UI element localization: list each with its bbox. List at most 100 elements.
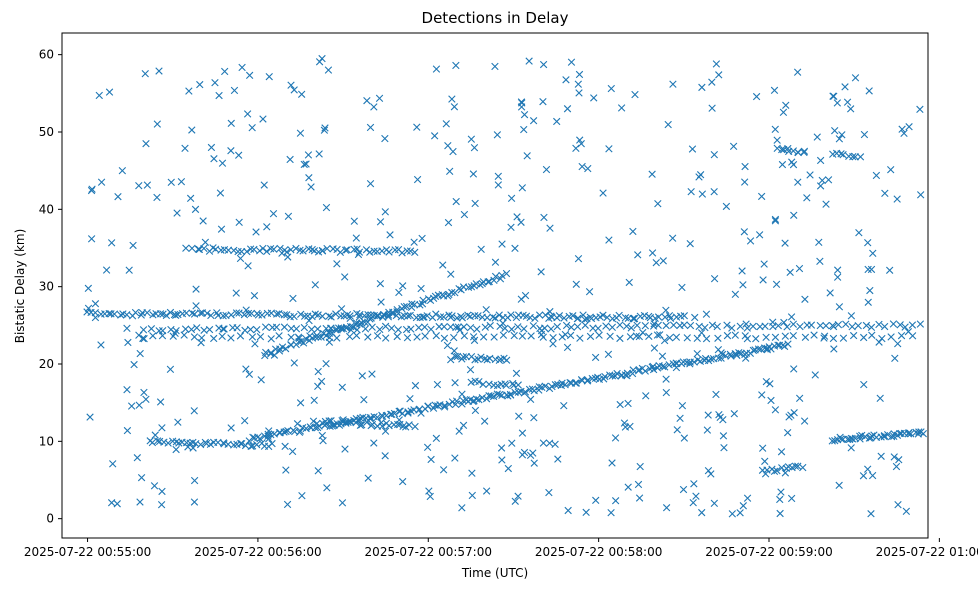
data-point-x-marker — [185, 87, 193, 95]
data-point-x-marker — [133, 454, 142, 462]
data-point-x-marker — [633, 321, 641, 330]
data-point-x-marker — [456, 326, 464, 334]
data-point-x-marker — [190, 333, 199, 341]
data-point-x-marker — [290, 86, 298, 94]
data-point-x-marker — [314, 382, 322, 390]
data-point-x-marker — [381, 134, 389, 143]
data-point-x-marker — [356, 310, 364, 319]
data-point-x-marker — [394, 420, 402, 429]
data-point-x-marker — [479, 380, 487, 389]
data-point-x-marker — [295, 334, 303, 342]
data-point-x-marker — [184, 443, 192, 451]
data-point-x-marker — [432, 331, 440, 340]
data-point-x-marker — [703, 426, 712, 434]
data-point-x-marker — [890, 453, 898, 461]
data-point-x-marker — [286, 155, 294, 164]
data-point-x-marker — [822, 321, 830, 330]
data-point-x-marker — [723, 321, 731, 329]
data-point-x-marker — [867, 323, 876, 332]
data-point-x-marker — [837, 435, 845, 443]
y-tick-label: 60 — [39, 48, 54, 62]
data-point-x-marker — [672, 363, 681, 372]
data-point-x-marker — [881, 189, 889, 198]
data-point-x-marker — [91, 300, 100, 308]
data-point-x-marker — [783, 323, 791, 331]
data-point-x-marker — [441, 401, 449, 410]
data-point-x-marker — [191, 205, 200, 214]
data-point-x-marker — [444, 141, 452, 150]
data-point-x-marker — [84, 304, 93, 313]
data-point-x-marker — [292, 325, 301, 333]
data-point-x-marker — [616, 400, 624, 409]
data-point-x-marker — [215, 91, 223, 100]
data-point-x-marker — [849, 152, 857, 161]
data-point-x-marker — [585, 288, 594, 296]
data-point-x-marker — [831, 126, 839, 135]
data-point-x-marker — [611, 434, 620, 442]
data-point-x-marker — [560, 314, 568, 322]
data-point-x-marker — [265, 72, 273, 81]
data-point-x-marker — [839, 334, 848, 342]
data-point-x-marker — [752, 92, 761, 101]
data-point-x-marker — [275, 309, 283, 318]
data-point-x-marker — [173, 209, 181, 217]
data-point-x-marker — [474, 312, 482, 320]
data-point-x-marker — [563, 105, 572, 113]
data-point-x-marker — [486, 321, 494, 330]
data-point-x-marker — [237, 439, 245, 448]
data-point-x-marker — [776, 509, 784, 518]
data-point-x-marker — [267, 348, 275, 357]
data-point-x-marker — [246, 245, 255, 253]
data-point-x-marker — [652, 258, 660, 267]
data-point-x-marker — [495, 311, 503, 319]
x-axis-ticks: 2025-07-22 00:55:00 2025-07-22 00:56:00 20… — [24, 538, 978, 559]
data-point-x-marker — [289, 294, 297, 303]
data-point-x-marker — [720, 443, 728, 452]
data-point-x-marker — [783, 428, 792, 437]
data-point-x-marker — [364, 310, 372, 319]
data-point-x-marker — [641, 367, 649, 375]
data-point-x-marker — [795, 264, 804, 273]
data-point-x-marker — [448, 288, 456, 297]
data-point-x-marker — [712, 60, 721, 68]
data-point-x-marker — [774, 321, 783, 330]
data-point-x-marker — [238, 63, 246, 72]
data-point-x-marker — [702, 335, 711, 343]
data-point-x-marker — [305, 174, 313, 182]
data-point-x-marker — [368, 420, 377, 429]
data-point-x-marker — [546, 224, 554, 232]
data-point-x-marker — [740, 178, 749, 186]
data-point-x-marker — [182, 309, 191, 317]
data-point-x-marker — [361, 325, 370, 333]
data-point-x-marker — [325, 338, 334, 346]
data-point-x-marker — [188, 244, 196, 253]
data-point-x-marker — [574, 314, 582, 322]
data-point-x-marker — [743, 494, 752, 502]
data-point-x-marker — [867, 265, 876, 274]
data-point-x-marker — [486, 354, 494, 363]
data-point-x-marker — [381, 208, 389, 216]
data-point-x-marker — [270, 245, 278, 253]
data-point-x-marker — [307, 325, 316, 334]
data-point-x-marker — [368, 323, 376, 331]
data-point-x-marker — [248, 442, 257, 450]
data-point-x-marker — [729, 142, 738, 150]
data-point-x-marker — [450, 103, 459, 111]
data-point-x-marker — [407, 325, 415, 333]
data-point-x-marker — [869, 249, 877, 257]
data-point-x-marker — [415, 323, 423, 332]
data-point-x-marker — [771, 217, 780, 225]
data-point-x-marker — [468, 491, 476, 500]
data-point-x-marker — [427, 455, 435, 464]
data-point-x-marker — [473, 325, 481, 333]
data-point-x-marker — [499, 331, 508, 339]
data-point-x-marker — [130, 360, 138, 369]
data-point-x-marker — [356, 421, 365, 429]
data-point-x-marker — [242, 365, 250, 373]
data-point-x-marker — [872, 171, 881, 180]
data-point-x-marker — [835, 135, 844, 143]
data-point-x-marker — [131, 308, 140, 317]
data-point-x-marker — [95, 91, 103, 100]
data-point-x-marker — [733, 351, 741, 360]
data-point-x-marker — [916, 105, 924, 114]
